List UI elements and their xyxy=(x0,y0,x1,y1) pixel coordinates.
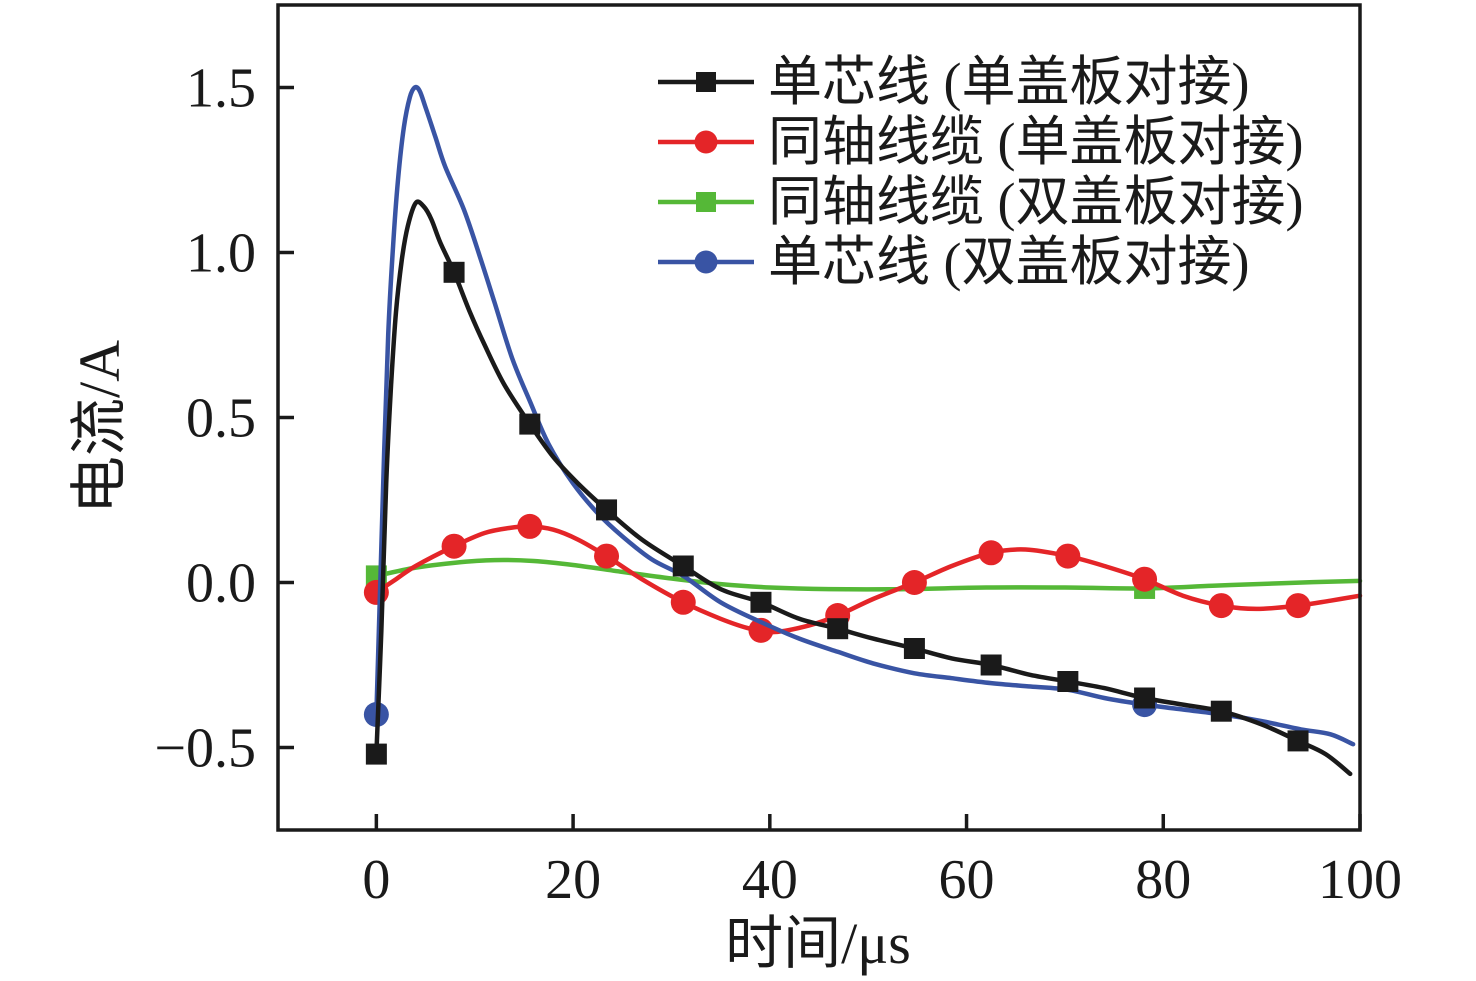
series-marker-1 xyxy=(594,543,620,569)
y-tick-label: 0.0 xyxy=(186,553,256,615)
series-marker-0 xyxy=(365,743,387,765)
legend-label: 同轴线缆 (双盖板对接) xyxy=(768,172,1304,232)
series-marker-1 xyxy=(1055,543,1081,569)
y-tick-label: 0.5 xyxy=(186,388,256,450)
x-tick-label: 100 xyxy=(1318,849,1402,911)
series-marker-0 xyxy=(827,618,849,640)
series-marker-0 xyxy=(980,654,1002,676)
legend-item-2: 同轴线缆 (双盖板对接) xyxy=(656,172,1303,232)
legend-label: 同轴线缆 (单盖板对接) xyxy=(768,112,1304,172)
series-marker-1 xyxy=(1208,593,1234,619)
legend-circle-swatch-icon xyxy=(658,130,754,154)
series-marker-0 xyxy=(750,591,772,613)
series-marker-0 xyxy=(596,499,618,521)
series-marker-1 xyxy=(1132,566,1158,592)
y-tick-label: 1.0 xyxy=(186,223,256,285)
legend-item-3: 单芯线 (双盖板对接) xyxy=(656,232,1303,292)
y-tick-label: −0.5 xyxy=(154,718,256,780)
plot-frame xyxy=(276,3,1362,832)
series-marker-0 xyxy=(672,555,694,577)
series-marker-1 xyxy=(978,540,1004,566)
y-axis-label: 电流/A xyxy=(67,339,132,515)
legend-circle-swatch-icon xyxy=(658,250,754,274)
series-marker-0 xyxy=(1210,700,1232,722)
series-marker-1 xyxy=(901,570,927,595)
x-tick-label: 80 xyxy=(1135,849,1191,911)
series-curve-3 xyxy=(374,84,1356,747)
series-marker-1 xyxy=(517,513,543,539)
legend-label: 单芯线 (单盖板对接) xyxy=(768,52,1250,112)
x-tick-label: 20 xyxy=(545,849,601,911)
x-tick-label: 40 xyxy=(742,849,798,911)
legend-square-swatch-icon xyxy=(658,72,754,92)
legend-item-0: 单芯线 (单盖板对接) xyxy=(656,52,1303,112)
x-tick-label: 0 xyxy=(362,849,390,911)
series-marker-0 xyxy=(443,261,465,283)
legend: 单芯线 (单盖板对接) 同轴线缆 (单盖板对接) 同轴线缆 (双盖板对接) 单芯线 (… xyxy=(656,52,1303,292)
series-marker-1 xyxy=(1285,593,1311,619)
x-axis-label: 时间/μs xyxy=(725,911,911,976)
series-marker-0 xyxy=(519,413,541,435)
series-marker-0 xyxy=(1287,730,1309,752)
y-tick-label: 1.5 xyxy=(186,58,256,120)
series-marker-0 xyxy=(903,638,925,659)
legend-label: 单芯线 (双盖板对接) xyxy=(768,232,1250,292)
series-marker-0 xyxy=(1134,687,1156,709)
series-marker-1 xyxy=(441,533,467,559)
series-marker-1 xyxy=(670,589,696,615)
series-curve-0 xyxy=(374,199,1353,777)
series-marker-0 xyxy=(1057,671,1079,692)
series-curve-2 xyxy=(374,557,1363,592)
legend-item-1: 同轴线缆 (单盖板对接) xyxy=(656,112,1303,172)
x-tick-label: 60 xyxy=(939,849,995,911)
legend-square-swatch-icon xyxy=(658,192,754,212)
series-curve-1 xyxy=(374,524,1363,635)
